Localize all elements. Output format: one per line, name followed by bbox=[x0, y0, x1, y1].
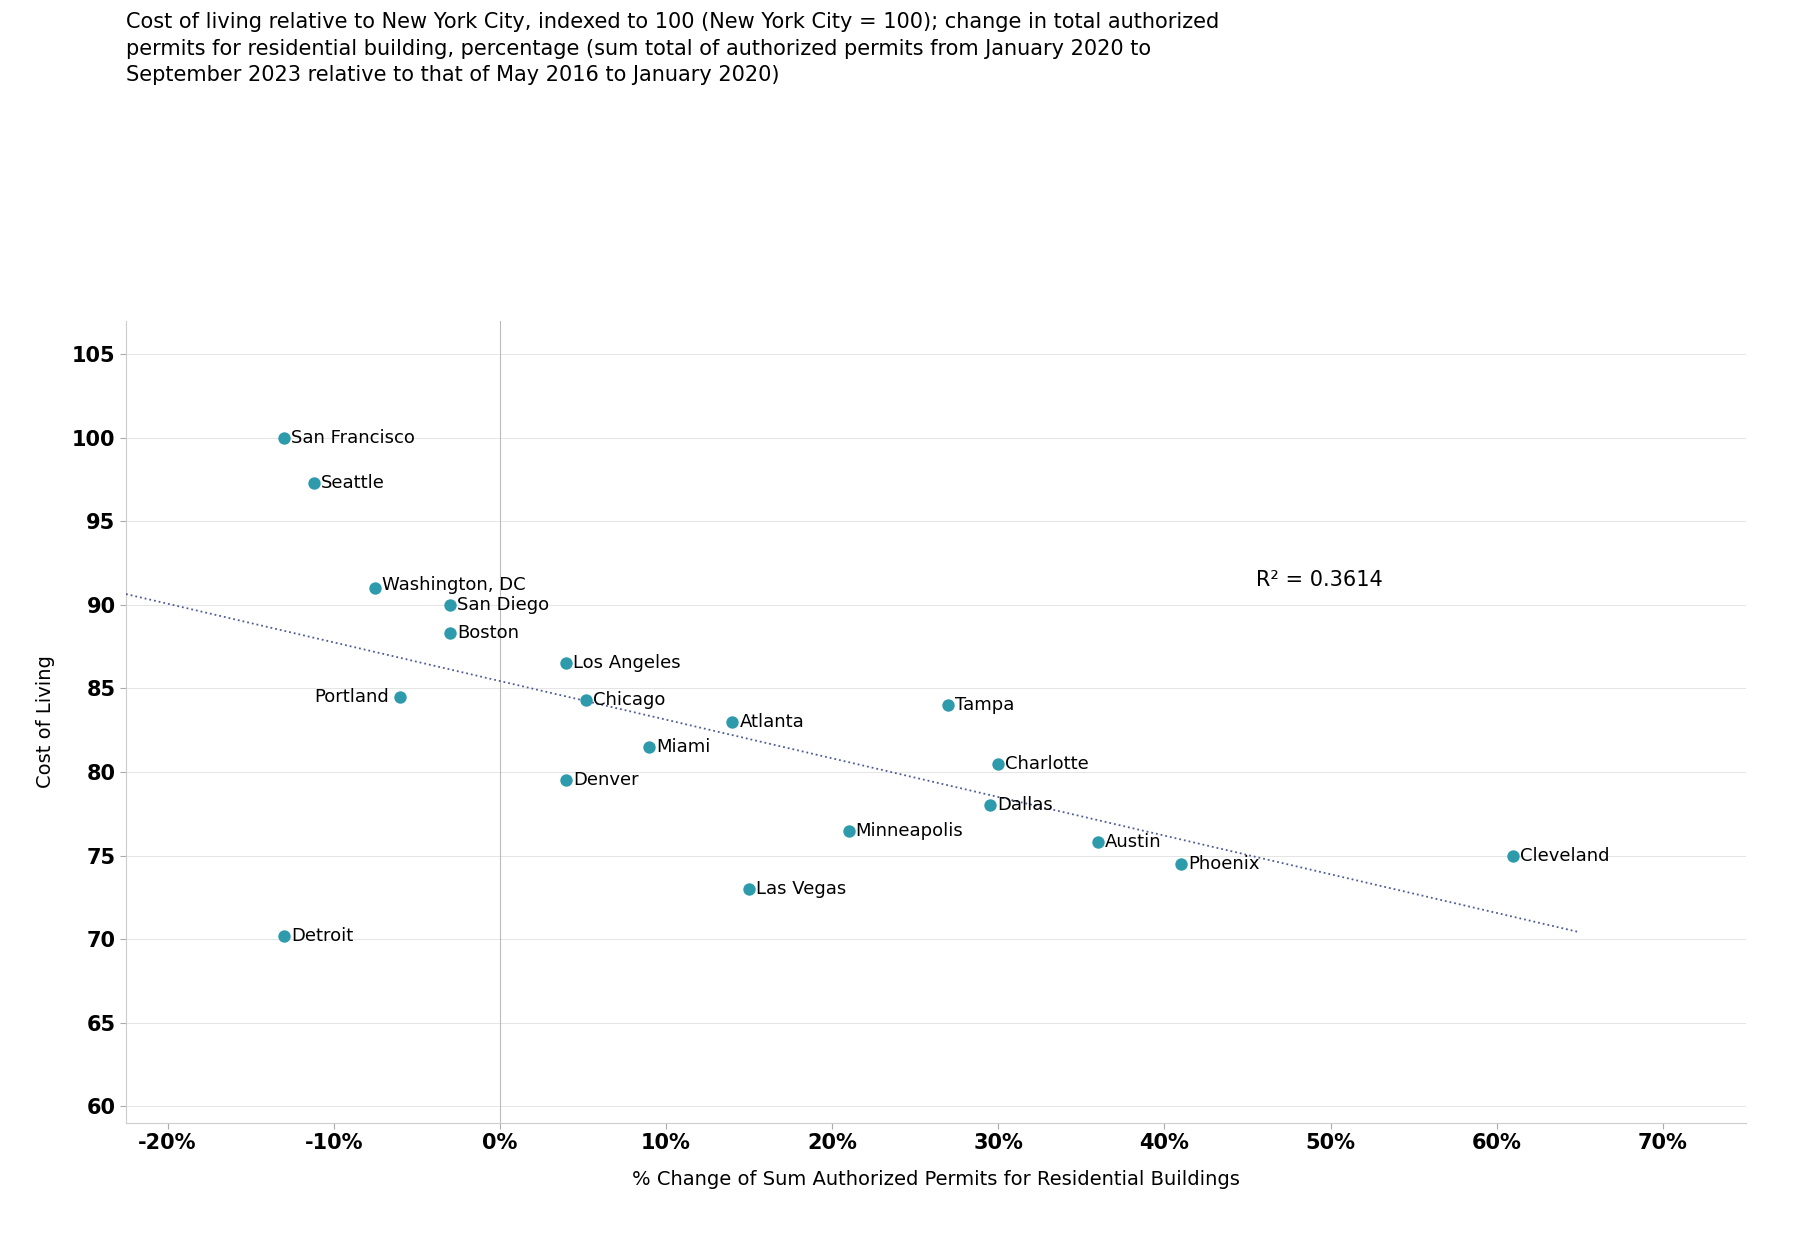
Text: Charlotte: Charlotte bbox=[1004, 755, 1089, 772]
Text: Las Vegas: Las Vegas bbox=[756, 880, 846, 898]
Point bbox=[934, 695, 963, 714]
Point bbox=[436, 595, 464, 615]
Text: Detroit: Detroit bbox=[292, 927, 353, 945]
Text: Cleveland: Cleveland bbox=[1521, 847, 1609, 865]
Point bbox=[985, 754, 1013, 774]
Point bbox=[385, 687, 414, 707]
Text: Chicago: Chicago bbox=[594, 691, 666, 710]
Point bbox=[718, 712, 747, 732]
Y-axis label: Cost of Living: Cost of Living bbox=[36, 655, 56, 789]
Text: Austin: Austin bbox=[1105, 833, 1161, 851]
Point bbox=[270, 428, 299, 448]
Text: Tampa: Tampa bbox=[956, 696, 1015, 714]
Text: San Francisco: San Francisco bbox=[292, 428, 414, 447]
Point bbox=[635, 737, 664, 756]
Text: Los Angeles: Los Angeles bbox=[572, 654, 680, 673]
Text: Dallas: Dallas bbox=[997, 796, 1053, 814]
Text: San Diego: San Diego bbox=[457, 596, 549, 615]
Text: R² = 0.3614: R² = 0.3614 bbox=[1256, 570, 1382, 590]
Text: Cost of living relative to New York City, indexed to 100 (New York City = 100); : Cost of living relative to New York City… bbox=[126, 12, 1219, 85]
Point bbox=[734, 879, 763, 898]
Text: Atlanta: Atlanta bbox=[740, 713, 805, 731]
Point bbox=[553, 654, 581, 674]
Point bbox=[299, 473, 328, 492]
Point bbox=[270, 926, 299, 945]
Text: Washington, DC: Washington, DC bbox=[382, 576, 526, 595]
Point bbox=[572, 690, 601, 710]
Point bbox=[976, 796, 1004, 816]
Point bbox=[1499, 845, 1528, 865]
Point bbox=[553, 770, 581, 790]
X-axis label: % Change of Sum Authorized Permits for Residential Buildings: % Change of Sum Authorized Permits for R… bbox=[632, 1170, 1240, 1190]
Point bbox=[360, 579, 389, 598]
Text: Seattle: Seattle bbox=[320, 474, 385, 492]
Point bbox=[835, 821, 864, 840]
Point bbox=[436, 623, 464, 643]
Point bbox=[1166, 854, 1195, 874]
Text: Minneapolis: Minneapolis bbox=[855, 822, 963, 839]
Text: Denver: Denver bbox=[572, 771, 639, 790]
Text: Phoenix: Phoenix bbox=[1188, 855, 1260, 872]
Text: Miami: Miami bbox=[657, 738, 711, 756]
Text: Portland: Portland bbox=[315, 687, 389, 706]
Text: Boston: Boston bbox=[457, 624, 518, 643]
Point bbox=[1084, 832, 1112, 851]
